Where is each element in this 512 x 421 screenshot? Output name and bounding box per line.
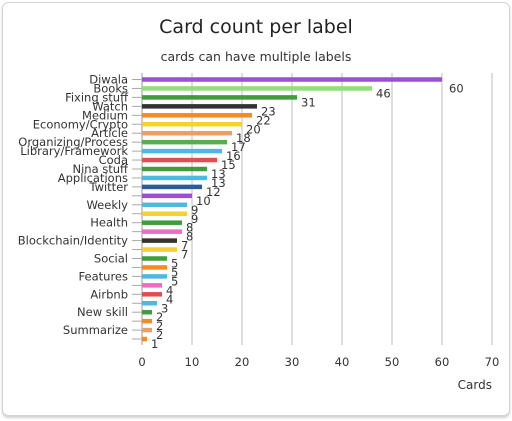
category-label: Weekly [86, 198, 128, 212]
bar [142, 327, 152, 333]
category-label: Economy/Crypto [33, 117, 128, 131]
category-label: Health [90, 216, 128, 230]
grid-lines [141, 73, 493, 346]
category-label: Airbnb [90, 287, 128, 301]
x-tick-label: 70 [485, 355, 500, 369]
data-label: 9 [191, 212, 198, 226]
bar [142, 318, 152, 324]
bar [142, 104, 257, 109]
bar [142, 283, 162, 288]
data-label: 15 [221, 158, 236, 172]
bar [142, 247, 177, 252]
data-label: 2 [156, 328, 163, 342]
data-label: 17 [231, 140, 246, 154]
chart-card: Card count per label cards can have mult… [2, 2, 510, 416]
category-label: Fixing stuff [65, 90, 129, 104]
category-label: Twitter [88, 180, 128, 194]
category-label: Books [93, 81, 128, 95]
category-label: Summarize [63, 323, 128, 337]
bar [142, 122, 242, 127]
data-label: 2 [156, 310, 163, 324]
x-tick-label: 40 [335, 355, 350, 369]
x-tick-label: 60 [435, 355, 450, 369]
data-label: 7 [181, 248, 188, 262]
chart-subtitle: cards can have multiple labels [161, 49, 352, 64]
x-tick-label: 50 [385, 355, 400, 369]
data-label: 5 [171, 257, 178, 271]
bar [142, 175, 207, 181]
data-label: 8 [186, 230, 193, 244]
data-label: 22 [256, 113, 271, 127]
bar [142, 256, 167, 261]
bar [142, 95, 297, 100]
data-label: 31 [301, 95, 316, 109]
x-tick-label: 0 [138, 355, 145, 369]
data-label: 4 [166, 283, 173, 297]
category-label: Social [94, 252, 128, 266]
bar [142, 202, 187, 208]
category-label: Library/Framework [20, 144, 128, 158]
data-label: 2 [156, 319, 163, 333]
bar [142, 77, 442, 82]
bar [142, 336, 147, 342]
data-label: 16 [226, 149, 241, 163]
data-label: 20 [246, 122, 261, 136]
chart-title: Card count per label [159, 16, 353, 38]
data-label: 12 [206, 185, 221, 199]
data-label: 10 [196, 194, 211, 208]
data-label: 8 [186, 221, 193, 235]
bar [142, 184, 202, 190]
bar [142, 211, 187, 216]
data-label: 3 [161, 301, 168, 315]
bar [142, 238, 177, 243]
bar [142, 274, 167, 279]
category-label: Blockchain/Identity [18, 234, 128, 248]
data-label: 1 [151, 337, 158, 351]
bar [142, 220, 182, 225]
bar [142, 86, 372, 91]
bar [142, 113, 252, 118]
category-label: Article [91, 126, 128, 140]
category-label: Medium [82, 108, 128, 122]
bar [142, 148, 222, 154]
bar [142, 139, 227, 145]
category-label: Features [79, 269, 128, 283]
data-label: 5 [171, 274, 178, 288]
data-label: 13 [211, 176, 226, 190]
data-label: 46 [376, 86, 391, 100]
data-label: 60 [449, 82, 464, 96]
data-label: 7 [181, 239, 188, 253]
category-label: Applications [58, 171, 128, 185]
data-label: 13 [211, 167, 226, 181]
category-label: Watch [92, 99, 128, 113]
bar [142, 157, 217, 163]
category-label: Organizing/Process [18, 135, 128, 149]
x-tick-label: 10 [185, 355, 200, 369]
category-label: Coda [99, 153, 128, 167]
bar [142, 229, 182, 234]
data-label: 18 [236, 131, 251, 145]
data-label: 23 [261, 104, 276, 118]
bar [142, 193, 192, 199]
x-tick-label: 20 [235, 355, 250, 369]
bar [142, 265, 167, 270]
data-label: 9 [191, 203, 198, 217]
bar [142, 301, 157, 306]
category-label: New skill [77, 305, 128, 319]
x-tick-label: 30 [285, 355, 300, 369]
x-axis-ticks: 0 10 20 30 40 50 60 70 [138, 355, 499, 369]
category-label: Diwala [89, 73, 128, 87]
bar [142, 130, 232, 136]
bar [142, 166, 207, 172]
bar [142, 292, 162, 297]
x-axis-label: Cards [458, 378, 492, 392]
category-label: Nina stuff [72, 162, 129, 176]
bar-chart: Card count per label cards can have mult… [18, 16, 500, 392]
data-label: 4 [166, 292, 173, 306]
bar [142, 309, 152, 315]
data-label: 5 [171, 265, 178, 279]
